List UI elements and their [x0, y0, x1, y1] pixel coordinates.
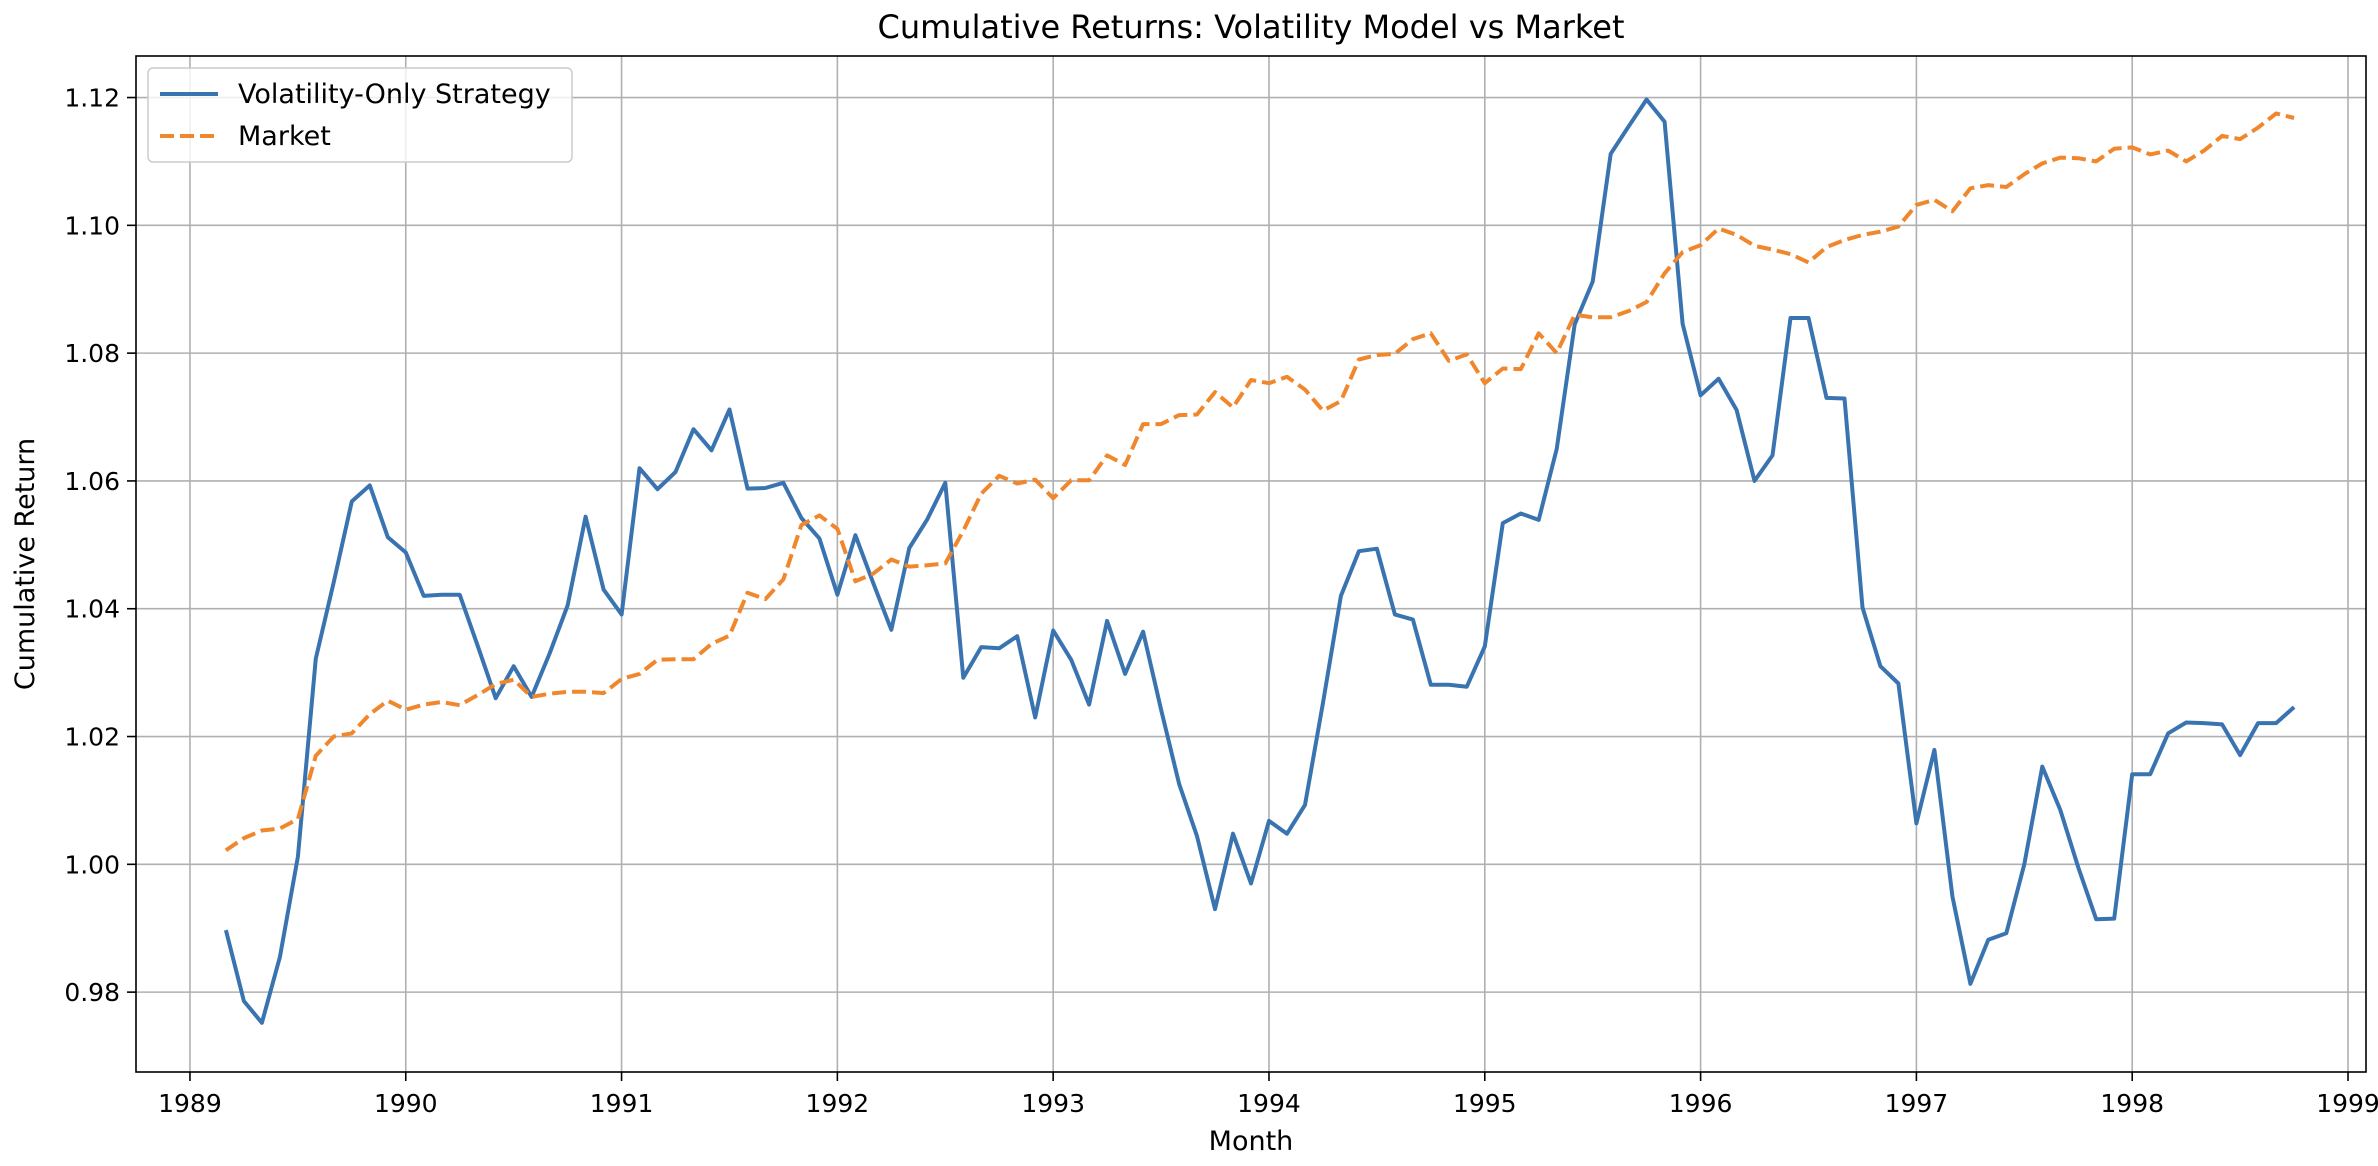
- y-tick-label: 1.12: [64, 84, 120, 113]
- y-tick-label: 1.00: [64, 850, 120, 879]
- x-tick-label: 1998: [2100, 1089, 2164, 1118]
- series-line-volatility: [223, 97, 2296, 1025]
- y-axis-ticks: 0.98 1.00 1.02 1.04 1.06 1.08 1.10 1.12: [64, 84, 136, 1007]
- legend: Volatility-Only Strategy Market: [147, 67, 573, 163]
- y-tick-label: 1.02: [64, 723, 120, 752]
- y-axis-label: Cumulative Return: [10, 438, 41, 690]
- y-tick-label: 0.98: [64, 978, 120, 1007]
- chart-title: Cumulative Returns: Volatility Model vs …: [877, 8, 1624, 46]
- x-tick-label: 1994: [1237, 1089, 1301, 1118]
- x-tick-label: 1989: [158, 1089, 222, 1118]
- y-tick-label: 1.08: [64, 339, 120, 368]
- x-axis-label: Month: [1209, 1126, 1294, 1157]
- x-tick-label: 1995: [1453, 1089, 1517, 1118]
- legend-label-market: Market: [238, 121, 331, 152]
- x-axis-ticks: 1989 1990 1991 1992 1993 1994 1995 1996 1997 1998…: [158, 1072, 2378, 1118]
- x-tick-label: 1990: [374, 1089, 438, 1118]
- legend-label-volatility: Volatility-Only Strategy: [238, 79, 551, 110]
- plot-frame: [135, 55, 2367, 1073]
- y-tick-label: 1.04: [64, 595, 120, 624]
- x-tick-label: 1996: [1669, 1089, 1733, 1118]
- x-tick-label: 1992: [806, 1089, 870, 1118]
- x-tick-label: 1991: [590, 1089, 654, 1118]
- y-tick-label: 1.06: [64, 467, 120, 496]
- series-layer: [223, 97, 2296, 1025]
- y-tick-label: 1.10: [64, 211, 120, 240]
- x-tick-label: 1993: [1021, 1089, 1085, 1118]
- x-tick-label: 1997: [1885, 1089, 1949, 1118]
- x-tick-label: 1999: [2316, 1089, 2378, 1118]
- legend-box: [147, 67, 573, 163]
